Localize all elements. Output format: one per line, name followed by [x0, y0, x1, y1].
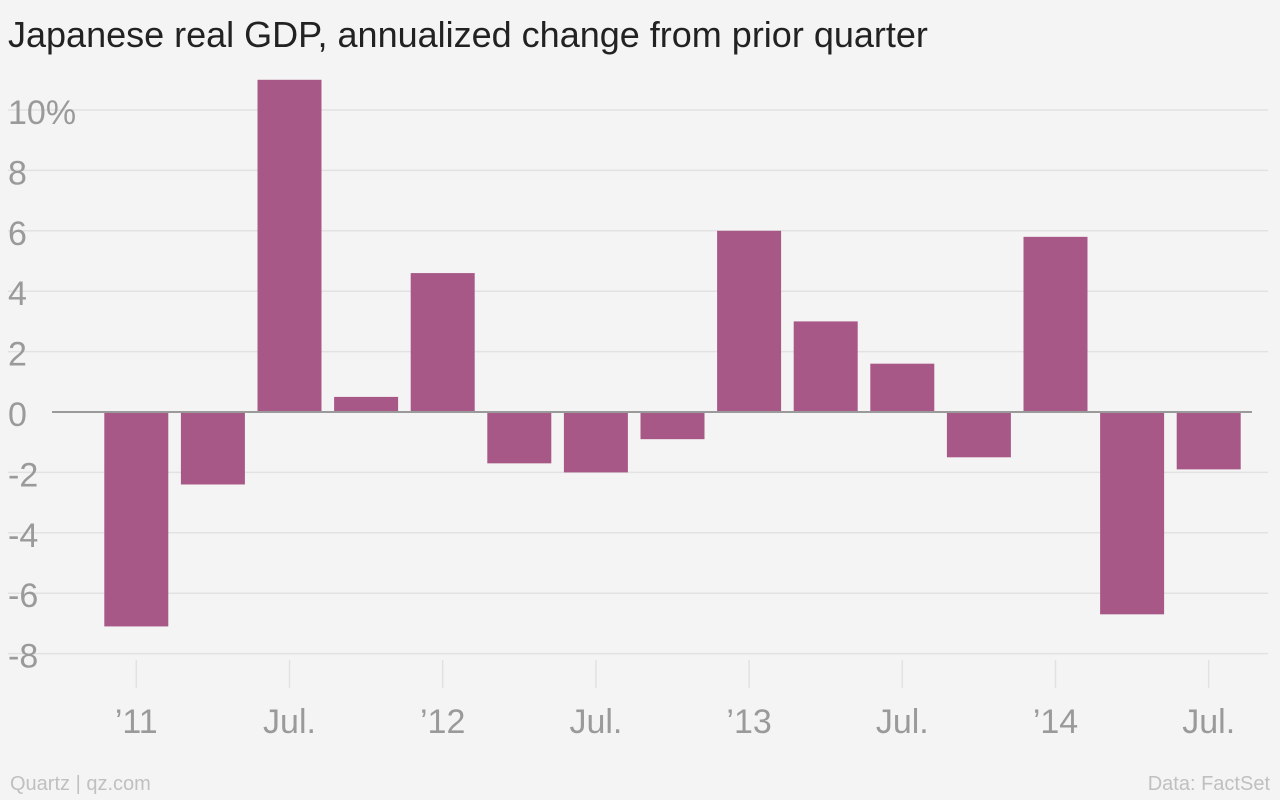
- bar: [410, 273, 475, 412]
- source-credit: Quartz | qz.com: [10, 773, 151, 795]
- y-tick-label: -4: [8, 517, 38, 555]
- y-axis-ticks: 10% 8 6 4 2 0 -2 -4 -6 -8: [8, 94, 76, 676]
- y-tick-label: -8: [8, 638, 38, 676]
- bar: [793, 321, 858, 412]
- bar: [1176, 412, 1241, 470]
- data-source: Data: FactSet: [1147, 773, 1270, 795]
- bar: [487, 412, 552, 464]
- x-tick-label: Jul.: [569, 703, 622, 741]
- bars: [104, 79, 1241, 627]
- y-tick-label: -6: [8, 577, 38, 615]
- x-tick-label: ’12: [420, 703, 465, 741]
- y-tick-label: 4: [8, 275, 27, 313]
- x-tick-label: ’14: [1033, 703, 1078, 741]
- chart-title: Japanese real GDP, annualized change fro…: [8, 14, 928, 55]
- x-tick-label: ’11: [115, 703, 158, 741]
- bar: [104, 412, 169, 627]
- y-tick-label: 10%: [8, 94, 76, 132]
- bar: [1023, 236, 1088, 412]
- bar: [640, 412, 705, 440]
- gridlines: [8, 109, 1268, 655]
- x-axis-ticks: ’11 Jul. ’12 Jul. ’13 Jul. ’14 Jul.: [115, 660, 1235, 741]
- y-tick-label: 8: [8, 154, 27, 192]
- y-tick-label: 6: [8, 215, 27, 253]
- bar: [563, 412, 628, 473]
- x-tick-label: ’13: [726, 703, 771, 741]
- x-tick-label: Jul.: [1182, 703, 1235, 741]
- bar: [1100, 412, 1165, 615]
- y-tick-label: 0: [8, 396, 27, 434]
- y-tick-label: -2: [8, 456, 38, 494]
- y-tick-label: 2: [8, 336, 27, 374]
- bar: [257, 79, 322, 413]
- bar: [946, 412, 1011, 458]
- x-tick-label: Jul.: [263, 703, 316, 741]
- bar: [870, 363, 935, 412]
- x-tick-label: Jul.: [876, 703, 929, 741]
- bar: [717, 230, 782, 412]
- bar: [334, 396, 399, 412]
- bar: [180, 412, 245, 485]
